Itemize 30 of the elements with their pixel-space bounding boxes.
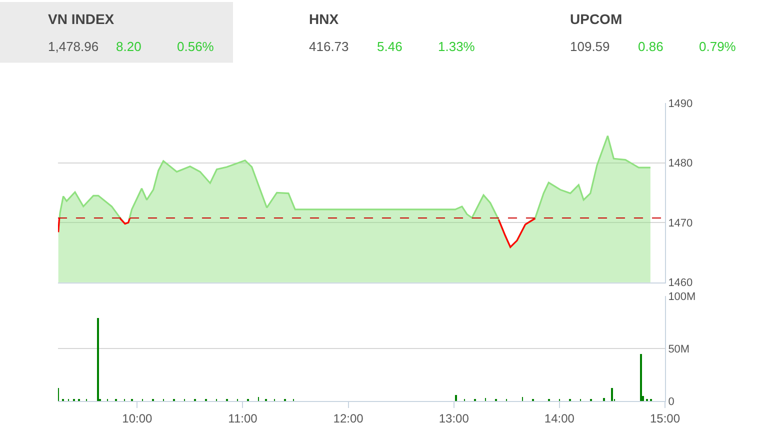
- text: VN INDEX: [48, 11, 115, 27]
- text: 1,478.96: [48, 39, 99, 54]
- y-tick-label: 1460: [668, 277, 693, 290]
- bar: [640, 354, 642, 401]
- x-tick-label: 14:00: [544, 411, 575, 426]
- text: 8.20: [116, 39, 142, 54]
- y-tick-label: 1490: [668, 98, 693, 110]
- text: UPCOM: [570, 11, 622, 27]
- y-tick-label: 50M: [668, 343, 690, 356]
- y-tick-label: 1470: [668, 217, 693, 230]
- bar: [603, 398, 605, 401]
- x-tick-label: 10:00: [122, 411, 153, 426]
- y-tick-label: 1480: [668, 158, 693, 170]
- y-tick-label: 100M: [668, 290, 696, 303]
- x-tick-label: 11:00: [228, 411, 258, 426]
- x-tick-label: 12:00: [333, 411, 364, 426]
- x-tick-label: 15:00: [650, 411, 680, 426]
- text: 1.33%: [438, 39, 476, 54]
- bar: [97, 318, 99, 401]
- y-tick-label: 0: [668, 396, 674, 408]
- text: 0.86: [638, 39, 664, 54]
- text: 109.59: [570, 39, 610, 54]
- text: 0.56%: [177, 39, 214, 54]
- text: 5.46: [377, 39, 402, 54]
- text: 416.73: [309, 39, 349, 54]
- bar: [455, 395, 457, 401]
- x-tick-label: 13:00: [438, 411, 470, 426]
- bar: [611, 388, 613, 401]
- text: HNX: [309, 11, 340, 27]
- text: 0.79%: [699, 39, 736, 54]
